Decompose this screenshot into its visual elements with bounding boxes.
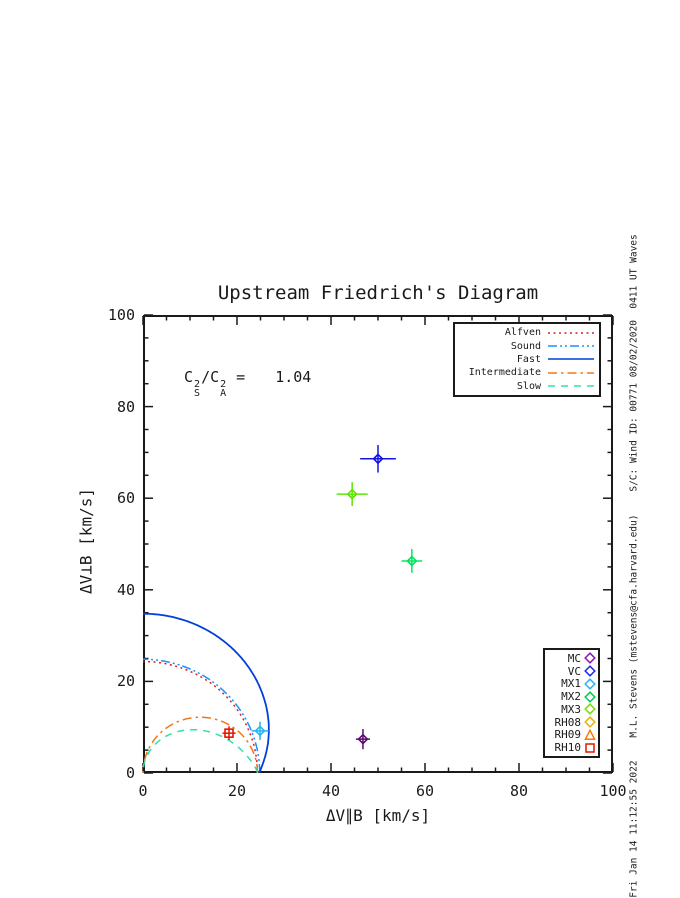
diamond-symbol-icon [584, 678, 596, 690]
mode-curve-slow [142, 728, 259, 774]
symbol-legend-label: VC [567, 664, 581, 678]
mode-legend-line-sample [548, 331, 594, 334]
data-point-mx1 [254, 725, 266, 737]
mode-legend-row: Sound [459, 340, 595, 352]
diamond-glyph [584, 678, 596, 690]
symbol-legend-row: MX3 [547, 702, 596, 716]
mode-legend-line-sample [548, 345, 594, 347]
symbol-legend-row: MX2 [547, 690, 596, 704]
mode-legend-label: Slow [516, 380, 541, 392]
symbol-legend-row: MC [547, 651, 596, 665]
mode-legend-row: Alfven [459, 327, 595, 339]
x-tick-label: 0 [138, 782, 148, 800]
mode-curve-sound [143, 658, 261, 773]
y-tick-label: 40 [116, 580, 135, 599]
mode-legend-label: Sound [510, 340, 541, 352]
data-point-mx2 [406, 555, 418, 567]
mode-legend-line-sample [548, 372, 594, 374]
y-tick-label: 60 [116, 489, 135, 508]
data-point-mx3 [346, 488, 358, 500]
plot-window: { "page": { "background": "#ffffff", "te… [76, 234, 640, 898]
mode-curve-alfven [143, 660, 259, 773]
symbol-legend-label: RH10 [554, 741, 582, 755]
symbol-legend-row: RH09 [547, 728, 596, 742]
symbol-legend-row: VC [547, 664, 596, 678]
symbol-legend-label: MX3 [561, 702, 581, 716]
ratio-rhs-sub: A [220, 388, 227, 399]
mode-legend-label: Intermediate [468, 367, 541, 379]
diamond-symbol-icon [584, 703, 596, 716]
x-axis-label: ΔV∥B [km/s] [325, 806, 431, 825]
diamond-symbol-icon [584, 690, 596, 703]
y-tick-label: 20 [116, 672, 135, 691]
mode-curve-fast [143, 612, 270, 774]
data-point-mc [357, 733, 369, 745]
y-tick-label: 0 [125, 764, 135, 782]
mode-legend-row: Intermediate [459, 367, 595, 379]
symbol-legend-row: RH10 [547, 741, 596, 755]
ratio-rhs-sup: 2 [220, 379, 227, 390]
x-tick-label: 20 [227, 782, 247, 800]
square-symbol-icon [585, 742, 595, 753]
x-tick-label: 100 [599, 782, 627, 800]
ratio-value: 1.04 [275, 368, 312, 386]
mode-legend-box: Alfven Sound Fast Intermediate Slow [453, 322, 601, 397]
square-glyph [585, 742, 595, 753]
data-point-rh10 [224, 728, 234, 738]
page-title: Upstream Friedrich's Diagram [217, 282, 539, 304]
mode-legend-row: Slow [459, 380, 595, 392]
symbol-legend-row: RH08 [547, 715, 596, 729]
symbol-legend-row: MX1 [547, 677, 596, 691]
y-tick-label: 100 [107, 306, 135, 324]
y-axis-label-text: ΔV⊥B [km/s] [76, 488, 96, 594]
plot-canvas [142, 314, 614, 774]
plot-area: 0 20 40 60 80 100 0 20 40 60 80 100 [108, 306, 627, 800]
symbol-legend-label: RH09 [554, 728, 582, 742]
ratio-rhs-base: C [210, 368, 220, 386]
x-tick-label: 60 [415, 782, 435, 800]
ratio-lhs-sub: S [194, 388, 201, 399]
ratio-equals: = [236, 368, 246, 386]
ratio-slash: / [201, 368, 211, 386]
ratio-lhs-sup: 2 [194, 379, 201, 390]
symbol-legend-box: MC VC MX1 MX2 MX3 RH08 RH09 RH10 [543, 648, 600, 758]
symbol-legend-label: MC [567, 651, 581, 665]
side-caption-text: Fri Jan 14 11:12:55 2022 M.L. Stevens (m… [628, 234, 640, 898]
diamond-glyph [584, 665, 596, 677]
diamond-glyph [584, 652, 596, 665]
mode-legend-row: Fast [459, 353, 595, 365]
diamond-glyph [584, 716, 596, 728]
diamond-glyph [584, 703, 596, 716]
mode-curve-intermediate [142, 716, 259, 773]
mode-legend-line-sample [548, 358, 594, 361]
x-tick-label: 80 [509, 782, 529, 800]
diamond-symbol-icon [584, 665, 596, 677]
triangle-symbol-icon [584, 728, 596, 740]
symbol-legend-label: MX1 [561, 677, 581, 691]
symbol-legend-label: MX2 [561, 690, 581, 704]
symbol-legend-label: RH08 [554, 715, 582, 729]
mode-legend-line-sample [548, 385, 594, 388]
triangle-glyph [584, 728, 596, 740]
sound-alfven-ratio-annotation: C 2 S/C 2 A = 1.04 [184, 368, 312, 399]
data-point-vc [372, 453, 384, 465]
diamond-glyph [584, 690, 596, 703]
mode-legend-label: Fast [516, 353, 541, 365]
x-tick-label: 40 [321, 782, 341, 800]
diamond-symbol-icon [584, 716, 596, 728]
mode-legend-label: Alfven [504, 327, 541, 339]
ratio-lhs-base: C [184, 368, 194, 386]
y-tick-label: 80 [116, 397, 135, 416]
diamond-symbol-icon [584, 652, 596, 665]
